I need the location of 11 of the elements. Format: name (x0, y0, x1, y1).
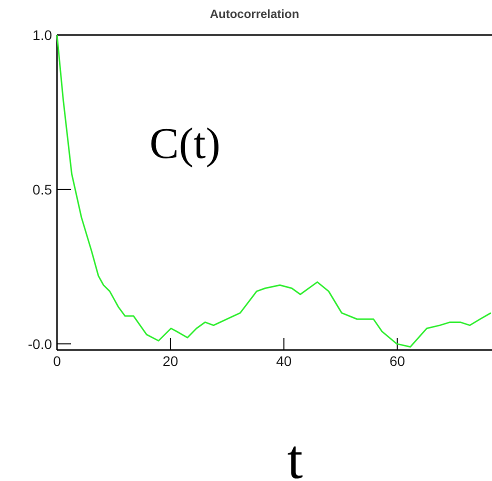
x-tick-label: 0 (53, 353, 62, 369)
y-tick-label: -0.0 (28, 336, 52, 352)
line-series (56, 34, 492, 348)
x-tick-label: 40 (276, 353, 292, 369)
x-tick-label: 20 (162, 353, 178, 369)
annotation: C(t) (150, 119, 220, 168)
x-axis-title: t (287, 429, 304, 481)
chart-title: Autocorrelation (210, 7, 300, 21)
y-tick-label: 1.0 (32, 27, 52, 43)
x-tick-label: 60 (390, 353, 406, 369)
y-tick-label: 0.5 (32, 181, 52, 198)
